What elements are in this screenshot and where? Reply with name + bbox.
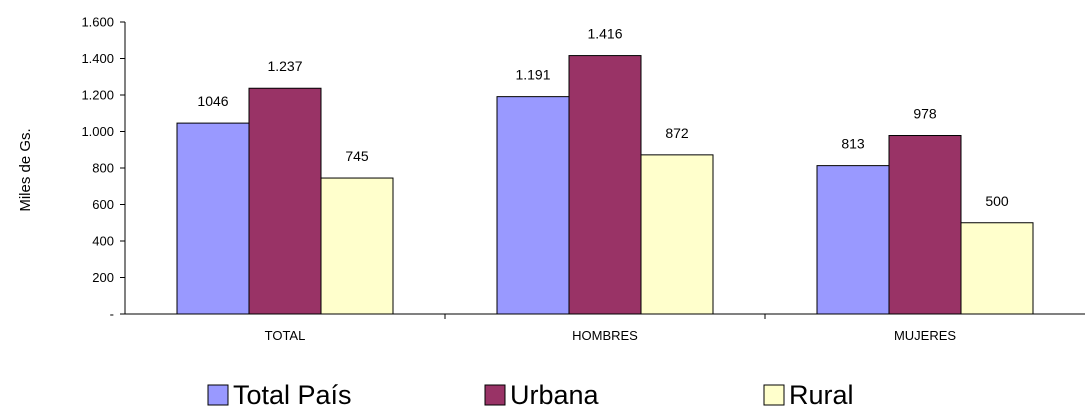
legend-item: Total País [207,380,352,410]
bar [888,135,962,315]
y-tick-label: 1.600 [81,15,114,30]
legend-label: Total País [233,380,352,410]
y-tick-label: 200 [92,270,114,285]
data-label: 978 [913,106,937,122]
y-tick-label: - [110,307,114,322]
data-label: 745 [345,148,369,164]
x-tick-label: TOTAL [265,328,306,343]
axes: - 200 400 600 800 1.000 1.200 1.400 1.600 TOTAL HO… [81,15,1085,343]
legend-item: Rural [763,380,854,410]
data-label: 813 [841,136,865,152]
legend-swatch [763,384,785,406]
legend-swatch [207,384,229,406]
data-label: 1.191 [515,67,550,83]
y-tick-label: 1.400 [81,51,114,66]
bar [248,87,322,315]
legend-label: Rural [789,380,854,410]
bar [960,222,1034,315]
y-axis-label: Miles de Gs. [17,128,34,211]
bar [496,96,570,315]
data-label: 1046 [197,93,228,109]
y-tick-label: 1.200 [81,88,114,103]
bar [176,122,250,315]
bars: 1046 1.191 813 1.237 1.416 978 745 872 500 [176,26,1034,315]
data-label: 1.416 [587,26,622,42]
data-label: 872 [665,125,689,141]
legend-swatch [484,384,506,406]
y-tick-label: 800 [92,161,114,176]
y-tick-label: 1.000 [81,124,114,139]
legend: Total País Urbana Rural [207,380,854,410]
legend-label: Urbana [510,380,600,410]
bar [816,165,890,315]
data-label: 500 [985,193,1009,209]
x-tick-label: MUJERES [894,328,956,343]
x-tick-label: HOMBRES [572,328,638,343]
bar [640,154,714,315]
bar [568,55,642,315]
legend-item: Urbana [484,380,600,410]
bar [320,177,394,315]
y-tick-label: 600 [92,197,114,212]
y-tick-label: 400 [92,234,114,249]
data-label: 1.237 [267,58,302,74]
